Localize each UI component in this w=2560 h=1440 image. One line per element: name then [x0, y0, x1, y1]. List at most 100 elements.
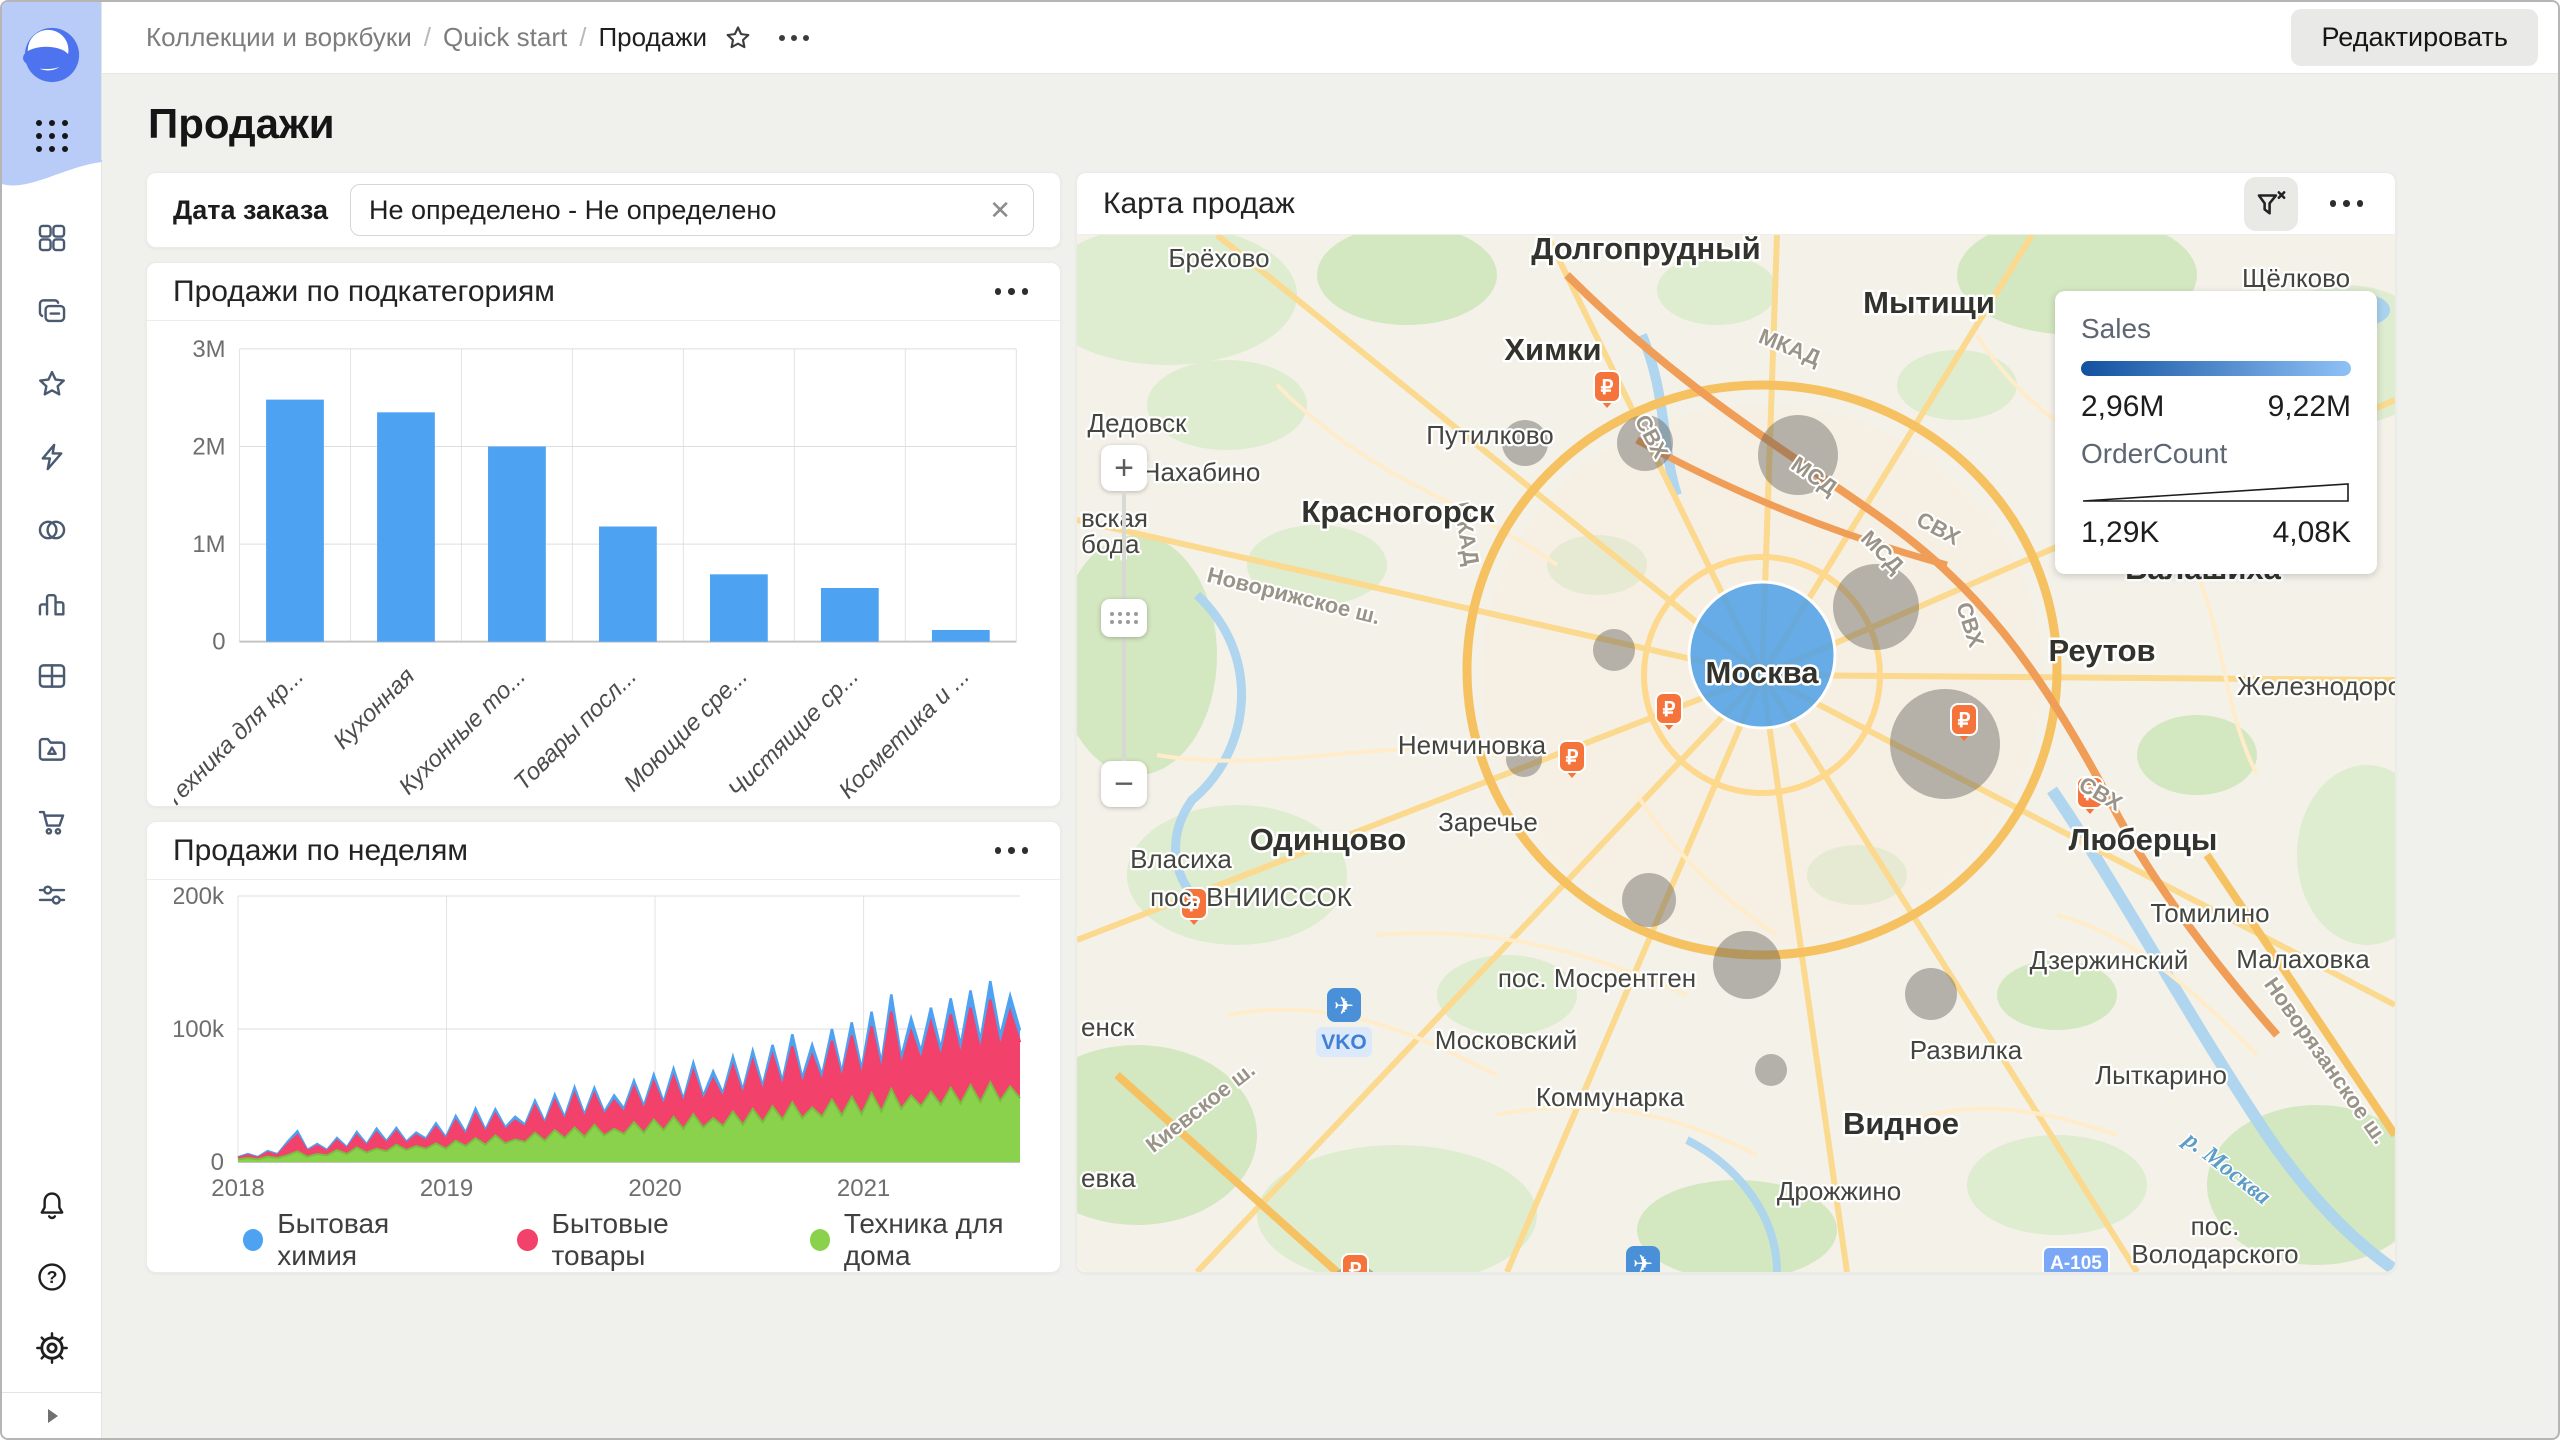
svg-text:Люберцы: Люберцы	[2069, 822, 2218, 857]
rouble-poi-icon[interactable]: ₽	[1180, 887, 1208, 925]
sales-bubble[interactable]	[1833, 564, 1919, 650]
storage-folder-icon[interactable]	[34, 731, 70, 767]
breadcrumb-more-icon[interactable]	[779, 34, 810, 41]
svg-text:бода: бода	[1081, 529, 1140, 559]
collections-icon[interactable]	[34, 293, 70, 329]
main-area: Коллекции и воркбуки / Quick start / Продажи…	[102, 2, 2558, 1438]
sales-bubble[interactable]	[1617, 415, 1673, 471]
breadcrumb-item[interactable]: Quick start	[442, 22, 568, 52]
map-card-title: Карта продаж	[1103, 186, 1295, 220]
datasets-circles-icon[interactable]	[34, 512, 70, 548]
edit-button[interactable]: Редактировать	[2291, 9, 2538, 66]
date-range-input[interactable]: Не определено - Не определено ✕	[350, 184, 1034, 236]
dashboards-table-icon[interactable]	[34, 658, 70, 694]
legend-label: Бытовая химия	[277, 1208, 390, 1271]
apps-grid-icon[interactable]	[35, 120, 68, 152]
legend-dot-icon	[809, 1229, 830, 1251]
sales-bubble[interactable]	[1758, 415, 1838, 495]
zoom-out-button[interactable]: −	[1101, 761, 1147, 807]
svg-text:2019: 2019	[419, 1175, 472, 1202]
sales-bubble[interactable]	[1755, 1054, 1787, 1086]
left-column: Дата заказа Не определено - Не определен…	[146, 172, 1061, 1273]
sales-bubble[interactable]	[1506, 741, 1542, 777]
svg-text:евка: евка	[1081, 1163, 1136, 1193]
legend-item[interactable]: Техника для дома	[809, 1208, 1060, 1272]
rouble-poi-icon[interactable]: ₽	[1558, 740, 1586, 778]
rouble-poi-icon[interactable]: ₽	[2076, 776, 2104, 814]
editor-lightning-icon[interactable]	[34, 439, 70, 475]
zoom-slider-handle[interactable]	[1101, 599, 1147, 637]
svg-text:Брёхово: Брёхово	[1168, 243, 1269, 273]
date-filter-label: Дата заказа	[173, 194, 329, 225]
zoom-in-button[interactable]: +	[1101, 445, 1147, 491]
sales-bubble[interactable]	[1713, 931, 1781, 999]
svg-text:Московский: Московский	[1435, 1025, 1577, 1055]
sales-max-value: 9,22M	[2267, 390, 2351, 423]
ordercount-min-value: 1,29K	[2081, 516, 2160, 549]
sales-bubble[interactable]	[1905, 968, 1957, 1020]
bar-chart-header: Продажи по подкатегориям	[147, 263, 1060, 321]
sales-bubble[interactable]	[1593, 629, 1635, 671]
svg-text:✈: ✈	[1334, 992, 1354, 1020]
legend-label: Техника для дома	[843, 1208, 1004, 1271]
help-question-icon[interactable]: ?	[34, 1259, 70, 1295]
airport-icon: ✈ VKO	[1316, 988, 1372, 1057]
legend-label: Бытовые товары	[551, 1208, 669, 1271]
breadcrumb-item[interactable]: Коллекции и воркбуки	[146, 22, 412, 52]
date-range-value: Не определено - Не определено	[369, 194, 777, 225]
sales-bubble[interactable]	[1502, 420, 1548, 466]
rouble-poi-icon[interactable]: ₽	[1341, 1253, 1369, 1272]
svg-text:Малаховка: Малаховка	[2236, 944, 2370, 974]
svg-text:Развилка: Развилка	[1910, 1035, 2023, 1065]
svg-text:Реутов: Реутов	[2048, 633, 2155, 668]
svg-text:0: 0	[212, 629, 225, 656]
navigation-squares-icon[interactable]	[34, 220, 70, 256]
breadcrumb-separator: /	[423, 22, 431, 52]
settings-gear-icon[interactable]	[34, 1330, 70, 1366]
zoom-slider-track[interactable]	[1101, 491, 1147, 761]
legend-dot-icon	[517, 1229, 538, 1251]
svg-text:вская: вская	[1081, 503, 1148, 533]
legend-item[interactable]: Бытовые товары	[517, 1208, 753, 1272]
charts-icon[interactable]	[34, 585, 70, 621]
legend-dot-icon	[243, 1229, 264, 1251]
marketplace-cart-icon[interactable]	[34, 804, 70, 840]
sales-gradient-bar	[2081, 361, 2351, 376]
service-settings-sliders-icon[interactable]	[34, 877, 70, 913]
svg-text:Одинцово: Одинцово	[1250, 822, 1406, 857]
svg-text:пос. ВНИИССОК: пос. ВНИИССОК	[1150, 882, 1352, 912]
ordercount-size-triangle	[2082, 483, 2349, 502]
notifications-bell-icon[interactable]	[34, 1188, 70, 1224]
sales-bubble[interactable]	[1622, 873, 1676, 927]
legend-item[interactable]: Бытовая химия	[243, 1208, 461, 1272]
breadcrumb-item: Продажи	[598, 22, 708, 52]
map-legend: Sales 2,96M 9,22M OrderCount 1,	[2055, 291, 2377, 574]
area-chart-menu-icon[interactable]	[989, 841, 1035, 860]
breadcrumb: Коллекции и воркбуки / Quick start / Продажи	[146, 22, 707, 53]
rouble-poi-icon[interactable]: ₽	[1950, 703, 1978, 741]
sales-bubble-moscow[interactable]	[1687, 580, 1837, 730]
bar-chart-title: Продажи по подкатегориям	[173, 274, 555, 308]
svg-text:2020: 2020	[628, 1175, 681, 1202]
favorite-star-icon[interactable]	[723, 23, 753, 53]
favorites-star-icon[interactable]	[34, 366, 70, 402]
bar-chart-menu-icon[interactable]	[989, 282, 1035, 301]
rouble-poi-icon[interactable]: ₽	[1655, 692, 1683, 730]
rouble-poi-icon[interactable]: ₽	[1593, 370, 1621, 408]
svg-text:₽: ₽	[1349, 1260, 1362, 1272]
datalens-logo-icon[interactable]	[21, 24, 83, 86]
map-viewport[interactable]: ₽ ₽ ₽ ₽ ₽ ₽ ₽ ✈ VKO ✈ А-105 МКАД МКАД МСД МСД СВХ СВХ СВХ…	[1077, 235, 2395, 1272]
clear-map-filter-button[interactable]	[2243, 176, 2298, 231]
expand-sidebar-button[interactable]	[2, 1392, 101, 1438]
clear-filter-icon[interactable]: ✕	[989, 194, 1011, 225]
sidebar-nav	[34, 220, 70, 913]
date-filter-card: Дата заказа Не определено - Не определен…	[146, 172, 1061, 248]
map-card-menu-icon[interactable]	[2324, 194, 2370, 213]
svg-text:?: ?	[46, 1267, 57, 1287]
expand-arrow-icon	[47, 1408, 58, 1423]
sales-bubble[interactable]	[1890, 689, 2000, 799]
svg-text:Москва: Москва	[1706, 655, 1820, 690]
area-chart-card: Продажи по неделям 2018 2019 2020 2021 0 100k…	[146, 821, 1061, 1273]
dashboard-content: Продажи Дата заказа Не определено - Не о…	[102, 74, 2558, 1438]
